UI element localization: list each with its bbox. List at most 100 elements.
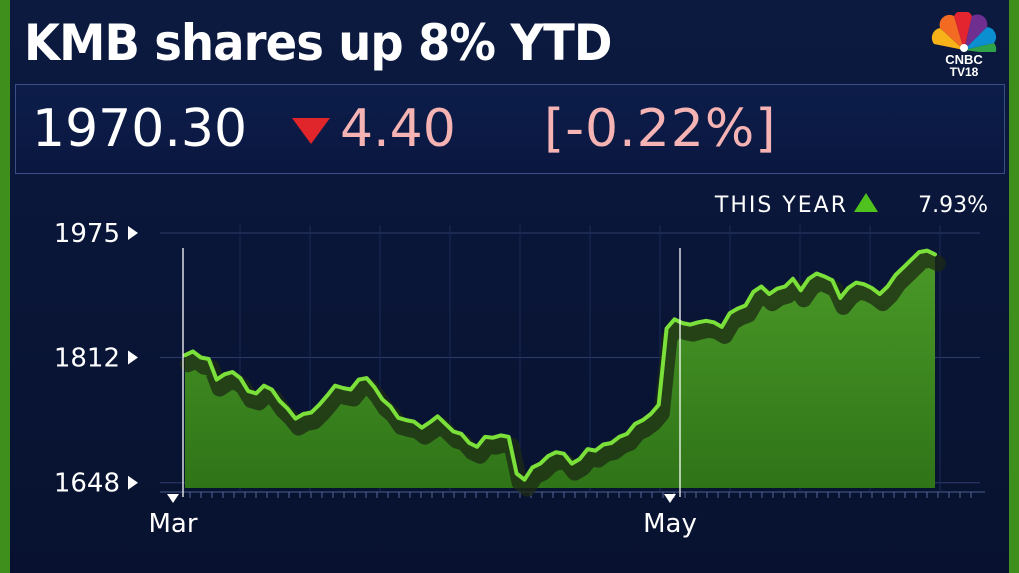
data-point xyxy=(451,430,455,433)
data-point xyxy=(309,411,313,414)
data-point xyxy=(680,321,684,325)
data-point xyxy=(341,386,345,390)
y-tick-marker-icon xyxy=(128,350,138,365)
data-point xyxy=(894,273,897,277)
y-tick-label: 1648 xyxy=(54,469,120,499)
data-point xyxy=(230,370,234,374)
data-point xyxy=(286,407,290,411)
peacock-icon xyxy=(931,10,997,54)
data-point xyxy=(238,376,242,380)
data-point xyxy=(886,285,890,288)
data-point xyxy=(649,412,653,416)
data-point xyxy=(570,462,574,466)
data-points xyxy=(183,249,937,482)
x-tick-label: Mar xyxy=(148,509,197,539)
data-point xyxy=(396,416,400,420)
data-point xyxy=(301,412,305,416)
data-point xyxy=(878,292,882,296)
data-point xyxy=(388,404,392,408)
headline: KMB shares up 8% YTD xyxy=(24,14,612,72)
data-point xyxy=(491,436,495,440)
data-point xyxy=(736,307,740,311)
data-point xyxy=(546,454,550,458)
data-point xyxy=(223,372,226,376)
data-point xyxy=(830,278,834,282)
data-point xyxy=(278,399,282,403)
data-point xyxy=(909,258,913,262)
ytd-label-text: THIS YEAR xyxy=(714,193,848,218)
data-point xyxy=(578,457,582,461)
data-point xyxy=(404,418,408,422)
data-point xyxy=(554,450,558,454)
x-axis: Mar May xyxy=(148,491,985,539)
data-point xyxy=(925,249,929,253)
y-tick-marker-icon xyxy=(128,475,138,490)
data-point xyxy=(617,435,621,439)
data-point xyxy=(799,288,803,292)
data-point xyxy=(380,398,384,401)
data-point xyxy=(641,418,645,422)
price-bar: 1970.30 4.40 [-0.22%] xyxy=(15,84,1005,174)
data-point xyxy=(838,296,842,300)
data-point xyxy=(499,433,503,437)
data-point xyxy=(523,478,526,482)
data-point xyxy=(562,452,566,456)
x-tick-marker-icon xyxy=(167,494,179,503)
data-point xyxy=(349,388,353,391)
data-point xyxy=(428,420,432,424)
data-point xyxy=(823,275,826,278)
data-point xyxy=(933,252,937,256)
data-point xyxy=(357,378,361,382)
cnbc-tv18-logo: CNBC TV18 xyxy=(929,10,999,80)
data-point xyxy=(720,325,724,329)
y-tick-marker-icon xyxy=(128,226,138,240)
data-point xyxy=(365,376,369,380)
data-point xyxy=(246,389,250,393)
data-point xyxy=(783,285,787,288)
data-point xyxy=(673,317,676,321)
data-point xyxy=(586,447,590,451)
data-point xyxy=(665,327,669,330)
data-point xyxy=(515,472,519,475)
data-point xyxy=(728,311,732,315)
data-point xyxy=(854,281,858,285)
broadcast-frame: KMB shares up 8% YTD CNBC TV18 1970.30 4… xyxy=(10,0,1009,573)
data-point xyxy=(507,435,511,439)
data-point xyxy=(191,349,195,353)
price-change: 4.40 xyxy=(340,99,456,159)
up-arrow-icon xyxy=(854,193,878,212)
data-point xyxy=(759,285,763,288)
data-point xyxy=(609,441,613,445)
data-point xyxy=(870,286,874,290)
data-point xyxy=(530,465,534,469)
data-point xyxy=(767,292,771,296)
data-point xyxy=(696,320,700,324)
data-point xyxy=(459,432,463,436)
data-point xyxy=(704,319,708,323)
data-point xyxy=(807,277,811,281)
ytd-label: THIS YEAR 7.93% xyxy=(714,193,988,218)
logo-line2: TV18 xyxy=(949,65,979,79)
data-point xyxy=(712,320,716,324)
data-point xyxy=(254,391,258,395)
x-tick-marker-icon xyxy=(664,494,676,503)
data-point xyxy=(183,353,187,357)
data-point xyxy=(775,287,779,291)
data-point xyxy=(475,445,479,449)
data-point xyxy=(373,385,376,389)
data-point xyxy=(294,417,297,421)
data-point xyxy=(744,304,747,307)
data-point xyxy=(815,272,819,275)
data-point xyxy=(317,403,321,407)
y-tick-label: 1812 xyxy=(54,343,120,373)
y-axis: 1975 1812 1648 xyxy=(54,219,138,499)
price-change-percent: [-0.22%] xyxy=(544,99,777,159)
data-point xyxy=(917,250,921,254)
data-point xyxy=(467,441,471,445)
data-point xyxy=(215,378,219,382)
data-point xyxy=(262,384,266,388)
data-point xyxy=(846,286,850,290)
data-point xyxy=(333,384,337,388)
cursor-lines xyxy=(182,248,681,497)
data-point xyxy=(901,265,905,269)
